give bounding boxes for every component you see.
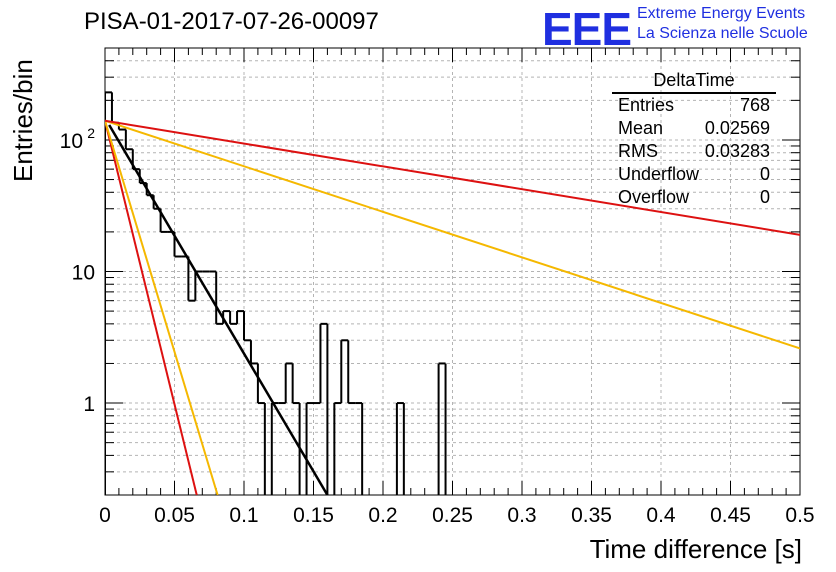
stats-row-rms: RMS 0.03283 [612,140,776,163]
logo-line-1: Extreme Energy Events [637,5,806,22]
stats-value: 0.03283 [704,141,770,161]
stats-label: Mean [618,118,664,138]
reference-line [105,119,800,236]
x-tick-label: 0.15 [293,504,334,527]
x-tick-label: 0.4 [646,504,676,527]
x-tick-label: 0.05 [154,504,195,527]
x-tick-label: 0.5 [785,504,814,527]
stats-row-overflow: Overflow 0 [612,186,776,209]
stats-label: Entries [618,95,675,115]
stats-value: 0 [759,164,770,184]
stats-row-entries: Entries 768 [612,94,776,117]
x-tick-label: 0.45 [710,504,751,527]
x-tick-label: 0.1 [229,504,258,527]
x-tick-label: 0 [99,504,111,527]
y-axis-label: Entries/bin [8,59,38,182]
eee-logo-icon: EEE [542,3,632,55]
chart-title: PISA-01-2017-07-26-00097 [84,8,379,35]
reference-line [105,120,219,495]
y-tick-label: 10 [60,130,83,153]
reference-line [105,120,198,495]
x-tick-label: 0.3 [507,504,536,527]
stats-label: Overflow [618,187,690,207]
stats-value: 768 [739,95,770,115]
y-tick-label: 10 [72,262,95,285]
stats-row-mean: Mean 0.02569 [612,117,776,140]
stats-title: DeltaTime [612,70,776,94]
stats-box: DeltaTime Entries 768 Mean 0.02569 RMS 0… [612,70,776,209]
fit-line [108,124,329,495]
y-tick-label-exponent: 2 [87,125,95,141]
x-tick-label: 0.25 [432,504,473,527]
reference-line [105,119,800,350]
x-tick-label: 0.2 [368,504,397,527]
x-axis-label: Time difference [s] [589,534,802,564]
stats-row-underflow: Underflow 0 [612,163,776,186]
stats-label: RMS [618,141,658,161]
x-tick-label: 0.35 [571,504,612,527]
curves [105,119,800,495]
histogram [105,91,447,495]
stats-value: 0.02569 [704,118,770,138]
logo-caption: Extreme Energy Events La Scienza nelle S… [637,4,808,44]
grid [104,48,801,495]
stats-label: Underflow [618,164,700,184]
y-tick-label: 1 [83,393,95,416]
logo-line-2: La Scienza nelle Scuole [637,25,808,42]
stats-value: 0 [759,187,770,207]
